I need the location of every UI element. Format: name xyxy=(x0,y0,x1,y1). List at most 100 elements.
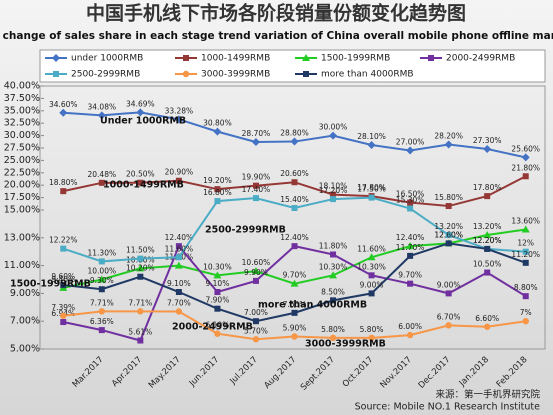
point xyxy=(445,290,452,297)
annotation: 2500-2999RMB xyxy=(205,225,286,236)
y-tick-label: 5.00% xyxy=(10,344,40,355)
data-label: 9.10% xyxy=(167,279,191,288)
point xyxy=(406,146,415,155)
data-label: 17.40% xyxy=(242,185,271,194)
point xyxy=(407,280,414,287)
point xyxy=(60,282,67,289)
point xyxy=(182,70,190,78)
point xyxy=(252,182,259,189)
data-label: 6.10% xyxy=(206,321,230,330)
data-label: 5.61% xyxy=(128,328,152,337)
data-label: 10.50% xyxy=(473,260,502,269)
data-label: 9.70% xyxy=(398,271,422,280)
data-label: 6.60% xyxy=(475,314,499,323)
data-label: 34.60% xyxy=(49,100,78,109)
point xyxy=(52,54,60,62)
data-label: 10.30% xyxy=(203,262,232,271)
point xyxy=(484,193,491,200)
data-label: 17.80% xyxy=(357,183,386,192)
y-tick-label: 7.00% xyxy=(10,316,40,327)
data-label: 7% xyxy=(520,308,532,317)
point xyxy=(522,293,529,300)
data-label: 7.71% xyxy=(90,298,114,307)
data-label: 18.80% xyxy=(49,178,78,187)
y-tick-label: 22.50% xyxy=(4,167,40,178)
point xyxy=(137,179,144,186)
data-label: 9.60% xyxy=(51,272,75,281)
data-label: 7.60% xyxy=(283,300,307,309)
point xyxy=(522,318,529,325)
point xyxy=(484,245,491,252)
data-label: 10.20% xyxy=(126,264,155,273)
data-label: 6.00% xyxy=(398,322,422,331)
point xyxy=(252,336,260,343)
annotation: more than 4000RMB xyxy=(258,300,367,311)
point xyxy=(175,289,182,296)
point xyxy=(59,108,68,117)
point xyxy=(98,308,106,315)
point xyxy=(175,177,182,184)
data-label: 7.70% xyxy=(167,298,191,307)
point xyxy=(174,261,183,269)
annotation: 3000-3999RMB xyxy=(305,339,386,350)
data-label: 15.40% xyxy=(280,195,309,204)
point xyxy=(98,327,105,334)
data-label: 10.30% xyxy=(319,262,348,271)
data-label: 7.90% xyxy=(206,296,230,305)
data-label: 12.60% xyxy=(434,230,463,239)
point xyxy=(137,255,144,262)
data-label: 9.30% xyxy=(90,276,114,285)
point xyxy=(98,258,105,265)
data-label: 12.20% xyxy=(473,236,502,245)
point xyxy=(329,271,338,279)
data-label: 16.80% xyxy=(203,188,232,197)
chart-title: 中国手机线下市场各阶段销量份额变化趋势图 xyxy=(86,2,466,25)
point xyxy=(97,275,106,283)
y-tick-label: 30.00% xyxy=(4,130,40,141)
y-tick-label: 15.00% xyxy=(4,205,40,216)
point xyxy=(136,108,145,117)
point xyxy=(483,144,492,153)
legend-label: 1000-1499RMB xyxy=(201,54,270,64)
data-label: 12.40% xyxy=(280,233,309,242)
legend-label: 1500-1999RMB xyxy=(321,54,390,64)
point xyxy=(368,290,375,297)
data-label: 15.30% xyxy=(396,196,425,205)
data-label: 28.20% xyxy=(434,132,463,141)
annotation: Under 1000RMB xyxy=(100,116,186,127)
data-label: 11.70% xyxy=(396,243,425,252)
point xyxy=(329,131,338,140)
point xyxy=(330,196,337,203)
data-label: 20.90% xyxy=(165,168,194,177)
y-tick-label: 17.50% xyxy=(4,192,40,203)
point xyxy=(444,140,453,149)
point xyxy=(183,55,189,61)
data-label: 12.40% xyxy=(165,233,194,242)
data-label: 7.00% xyxy=(244,308,268,317)
y-tick-label: 32.50% xyxy=(4,118,40,129)
y-tick-label: 25.00% xyxy=(4,155,40,166)
data-label: 6.36% xyxy=(90,317,114,326)
data-label: 5.90% xyxy=(283,323,307,332)
data-label: 5.70% xyxy=(244,326,268,335)
point xyxy=(213,127,222,136)
point xyxy=(521,153,530,162)
data-label: 16.50% xyxy=(396,190,425,199)
point xyxy=(428,55,434,61)
data-label: 25.60% xyxy=(511,144,540,153)
point xyxy=(484,269,491,276)
y-tick-label: 27.50% xyxy=(4,143,40,154)
y-tick-label: 35.00% xyxy=(4,105,40,116)
data-label: 11.20% xyxy=(511,250,540,259)
data-label: 28.70% xyxy=(242,129,271,138)
data-label: 12.40% xyxy=(396,233,425,242)
chart-subtitle: The change of sales share in each stage … xyxy=(0,30,553,42)
data-label: 6.70% xyxy=(437,312,461,321)
data-label: 10.00% xyxy=(88,267,117,276)
point xyxy=(214,305,221,312)
data-label: 27.30% xyxy=(473,136,502,145)
legend-label: 2000-2499RMB xyxy=(446,54,515,64)
point xyxy=(53,71,59,77)
y-tick-label: 11.00% xyxy=(4,260,40,271)
legend-label: 3000-3999RMB xyxy=(201,70,270,80)
